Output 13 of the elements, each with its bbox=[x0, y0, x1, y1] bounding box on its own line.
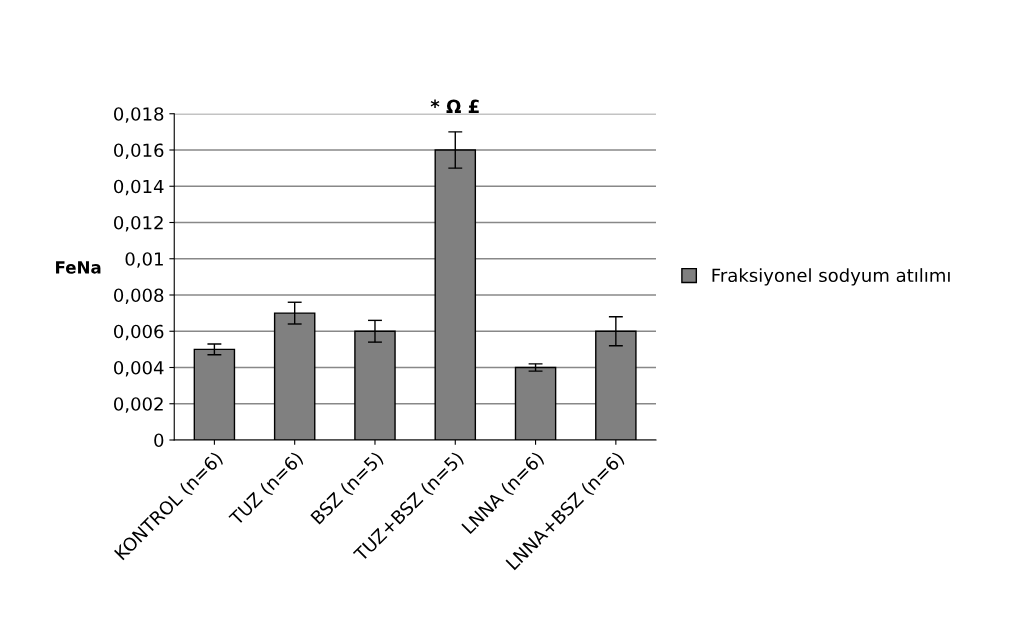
y-tick-label: 0,008 bbox=[114, 288, 164, 304]
legend-label: Fraksiyonel sodyum atılımı bbox=[712, 268, 950, 286]
y-tick-label: 0,006 bbox=[114, 324, 164, 341]
y-tick-label: 0 bbox=[154, 433, 164, 448]
y-tick-label: 0,012 bbox=[114, 215, 163, 232]
y-tick-label: 0,002 bbox=[114, 397, 163, 413]
y-tick-label: 0,014 bbox=[114, 179, 164, 196]
y-tick-label: 0,018 bbox=[114, 107, 164, 123]
y-tick-label: 0,016 bbox=[114, 143, 164, 159]
annotation: * Ω £ bbox=[430, 99, 479, 113]
y-axis-title: FeNa bbox=[56, 261, 101, 274]
y-tick-label: 0,004 bbox=[114, 360, 164, 377]
y-tick-label: 0,01 bbox=[125, 252, 163, 268]
